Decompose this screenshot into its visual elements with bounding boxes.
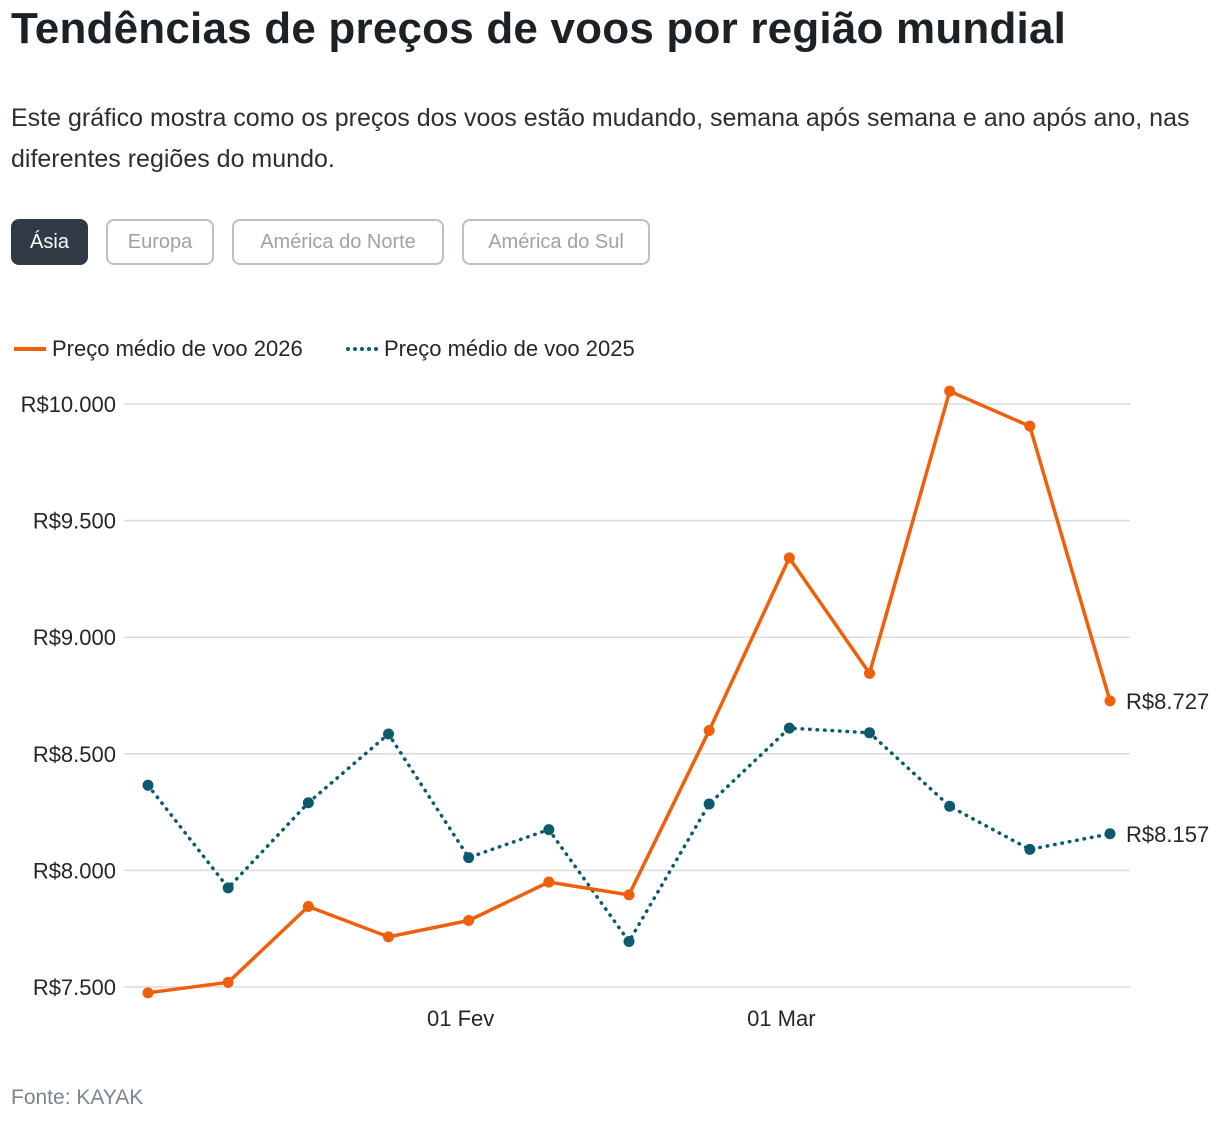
tab-europe[interactable]: Europa	[106, 219, 214, 265]
data-point-2025	[543, 824, 555, 836]
data-point-2025	[1104, 828, 1116, 840]
data-point-2025	[383, 728, 394, 740]
data-point-2025	[783, 722, 795, 734]
data-point-2026	[302, 901, 314, 913]
tab-north-america[interactable]: América do Norte	[232, 219, 444, 265]
data-point-2025	[463, 852, 475, 864]
data-point-2025	[1024, 843, 1036, 855]
legend-swatch-2025	[346, 347, 378, 351]
series-line-2026	[146, 389, 1112, 995]
data-point-2026	[543, 876, 555, 888]
data-point-2025	[623, 936, 635, 948]
data-point-2025	[302, 797, 314, 809]
data-point-2026	[1104, 695, 1116, 707]
x-tick-label: 01 Mar	[747, 1006, 815, 1031]
y-tick-label: R$8.500	[33, 742, 116, 767]
y-tick-label: R$9.000	[33, 625, 116, 650]
y-tick-label: R$10.000	[21, 392, 116, 417]
data-point-2026	[463, 915, 475, 927]
chart-description: Este gráfico mostra como os preços dos v…	[11, 104, 1190, 173]
legend-item-2026[interactable]: Preço médio de voo 2026	[14, 333, 334, 367]
data-point-2026	[383, 931, 394, 943]
tab-south-america[interactable]: América do Sul	[462, 219, 650, 265]
data-point-2026	[222, 976, 234, 988]
y-tick-label: R$7.500	[33, 975, 116, 1000]
data-point-2026	[1024, 420, 1036, 432]
data-point-2026	[703, 724, 715, 736]
legend-item-2025[interactable]: Preço médio de voo 2025	[346, 333, 666, 367]
data-point-2025	[703, 798, 715, 810]
page-title: Tendências de preços de voos por região …	[11, 4, 1067, 53]
series-line-2025	[146, 726, 1112, 944]
legend-label-2025: Preço médio de voo 2025	[384, 336, 635, 361]
y-tick-label: R$9.500	[33, 509, 116, 534]
line-chart: R$7.500 R$8.000 R$8.500 R$9.000 R$9.500 R$10.…	[21, 385, 1209, 1031]
end-label-2026: R$8.727	[1126, 689, 1209, 714]
data-point-2026	[944, 385, 956, 397]
legend-swatch-2026	[14, 347, 46, 351]
data-point-2026	[142, 987, 154, 999]
data-point-2025	[864, 727, 875, 739]
end-label-2025: R$8.157	[1126, 822, 1209, 847]
y-tick-label: R$8.000	[33, 858, 116, 883]
x-tick-label: 01 Fev	[427, 1006, 494, 1031]
legend-label-2026: Preço médio de voo 2026	[52, 336, 303, 361]
source-note: Fonte: KAYAK	[11, 1086, 144, 1109]
tab-asia[interactable]: Ásia	[11, 219, 88, 265]
data-point-2026	[864, 667, 875, 679]
data-point-2026	[623, 889, 635, 901]
data-point-2025	[944, 800, 956, 812]
data-point-2025	[222, 882, 234, 894]
data-point-2025	[142, 779, 154, 791]
data-point-2026	[783, 552, 795, 564]
